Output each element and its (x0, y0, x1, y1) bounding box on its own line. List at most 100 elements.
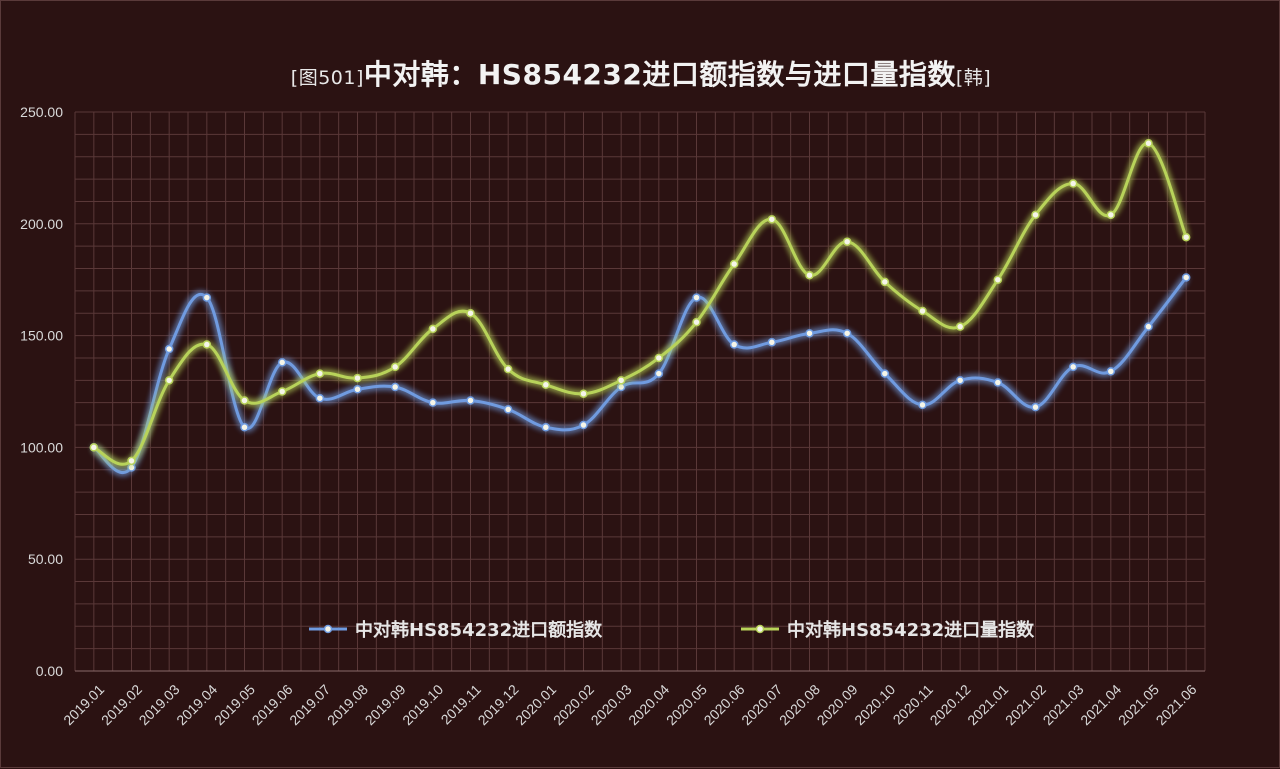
x-tick-label: 2020.05 (663, 681, 710, 728)
x-tick-label: 2020.06 (701, 681, 748, 728)
data-point (955, 376, 965, 385)
data-point (1106, 210, 1116, 220)
data-point (805, 270, 814, 280)
data-point (202, 340, 212, 349)
data-point (390, 382, 400, 392)
data-point (503, 405, 513, 414)
data-point (1181, 232, 1191, 242)
data-point (842, 329, 852, 338)
x-tick-label: 2019.10 (399, 681, 446, 728)
data-point (579, 389, 588, 398)
series-2 (89, 139, 1191, 466)
title-main: 中对韩：HS854232进口额指数与进口量指数 (363, 58, 956, 91)
data-point (955, 322, 965, 331)
data-point (729, 259, 739, 269)
x-tick-label: 2019.12 (475, 681, 522, 728)
data-point (654, 353, 664, 363)
data-point (390, 362, 400, 372)
data-point (353, 373, 362, 383)
data-point (277, 387, 287, 396)
x-tick-label: 2020.09 (814, 681, 861, 728)
data-point (127, 463, 136, 472)
x-tick-label: 2020.10 (851, 681, 898, 728)
y-tick-label: 100.00 (20, 439, 63, 455)
data-point (842, 237, 852, 246)
x-tick-label: 2021.03 (1040, 681, 1087, 728)
legend: 中对韩HS854232进口额指数 中对韩HS854232进口量指数 (309, 619, 1035, 641)
x-tick-label: 2020.02 (550, 681, 597, 728)
data-point (541, 423, 551, 432)
data-point (541, 380, 551, 390)
x-tick-label: 2020.01 (512, 681, 559, 728)
legend-marker (755, 624, 765, 634)
x-tick-label: 2019.02 (98, 681, 145, 728)
x-tick-label: 2019.03 (136, 681, 183, 728)
data-point (315, 369, 325, 378)
data-point (692, 293, 701, 302)
legend-label: 中对韩HS854232进口额指数 (355, 619, 603, 641)
x-tick-label: 2021.04 (1077, 681, 1124, 728)
x-tick-label: 2020.12 (927, 681, 974, 728)
y-tick-label: 150.00 (20, 328, 63, 344)
data-point (466, 396, 475, 405)
x-tick-label: 2019.06 (249, 681, 296, 728)
x-tick-label: 2019.07 (286, 681, 333, 728)
x-tick-label: 2021.06 (1153, 681, 1200, 728)
x-tick-label: 2020.03 (588, 681, 635, 728)
data-point (1106, 367, 1116, 376)
legend-label: 中对韩HS854232进口量指数 (787, 619, 1035, 641)
data-point (729, 340, 739, 349)
legend-marker (323, 624, 333, 634)
data-point (1068, 362, 1078, 372)
data-point (993, 275, 1003, 284)
x-tick-label: 2019.09 (362, 681, 409, 728)
legend-item-1: 中对韩HS854232进口额指数 (309, 619, 603, 641)
data-point (1031, 210, 1040, 220)
series-group (89, 139, 1191, 475)
x-tick-label: 2019.05 (211, 681, 258, 728)
data-point (880, 369, 890, 378)
data-point (767, 338, 777, 347)
title-suffix: [韩] (955, 67, 992, 89)
chart-title: [图501]中对韩：HS854232进口额指数与进口量指数[韩] (1, 53, 1280, 93)
data-point (277, 358, 287, 367)
legend-item-2: 中对韩HS854232进口量指数 (741, 619, 1035, 641)
data-point (767, 215, 777, 224)
x-tick-label: 2021.05 (1115, 681, 1162, 728)
data-point (89, 443, 99, 452)
data-point (616, 376, 626, 385)
x-tick-label: 2019.01 (60, 681, 107, 728)
data-point (503, 364, 513, 374)
data-point (202, 293, 212, 302)
data-point (1144, 322, 1153, 331)
x-tick-label: 2021.01 (964, 681, 1011, 728)
data-point (240, 423, 249, 432)
data-point (315, 393, 325, 403)
data-point (1144, 139, 1153, 148)
data-point (164, 344, 174, 354)
data-point (428, 398, 438, 407)
data-point (616, 382, 626, 392)
data-point (164, 376, 174, 385)
data-point (428, 324, 438, 334)
x-tick-label: 2019.04 (173, 681, 220, 728)
title-prefix: [图501] (290, 67, 364, 89)
x-tick-label: 2020.04 (625, 681, 672, 728)
grid (74, 111, 1206, 672)
data-point (918, 400, 927, 410)
data-point (579, 420, 588, 430)
data-point (880, 277, 890, 287)
y-tick-label: 200.00 (20, 216, 63, 232)
data-point (805, 329, 814, 338)
data-point (993, 378, 1003, 387)
data-point (353, 385, 362, 394)
data-point (692, 317, 701, 327)
data-point (1068, 179, 1078, 188)
x-tick-label: 2020.07 (738, 681, 785, 728)
x-tick-label: 2020.08 (776, 681, 823, 728)
data-point (1031, 402, 1040, 412)
data-point (1181, 273, 1191, 282)
data-point (918, 306, 927, 316)
